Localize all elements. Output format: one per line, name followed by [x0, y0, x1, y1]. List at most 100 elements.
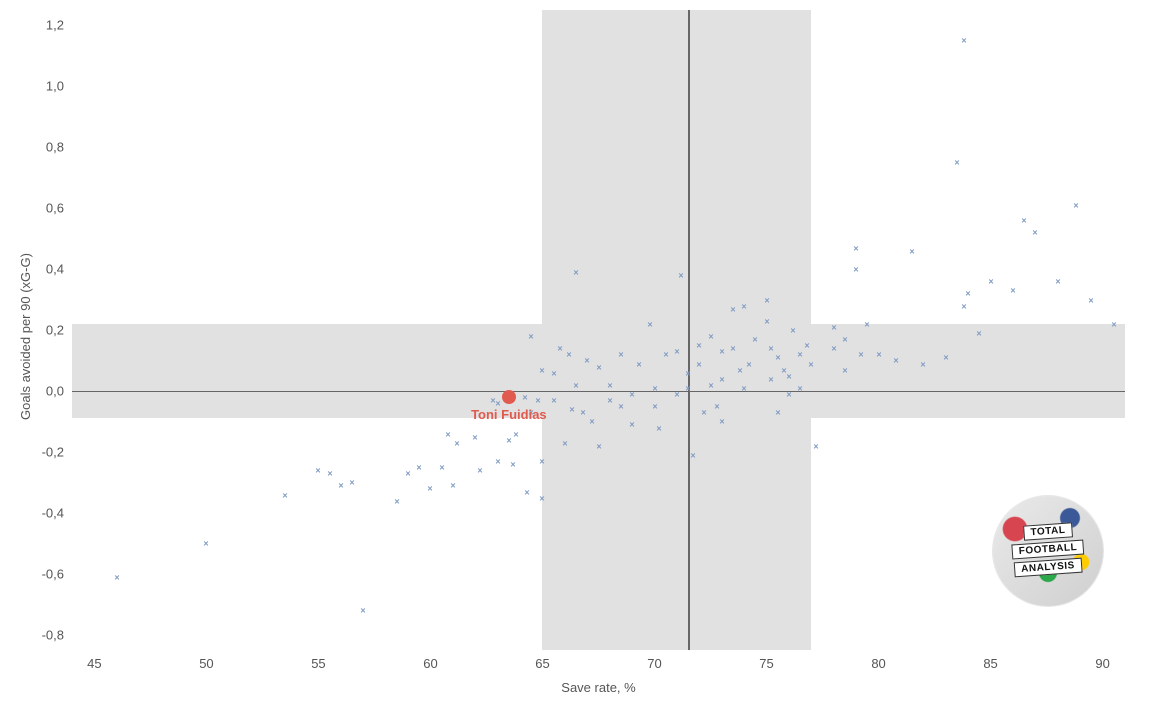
- data-point: [673, 348, 680, 355]
- data-point: [550, 369, 557, 376]
- data-point: [521, 394, 528, 401]
- data-point: [438, 464, 445, 471]
- data-point: [942, 354, 949, 361]
- data-point: [736, 366, 743, 373]
- data-point: [745, 360, 752, 367]
- data-point: [707, 381, 714, 388]
- data-point: [767, 375, 774, 382]
- x-tick-label: 90: [1095, 656, 1109, 671]
- data-point: [1009, 287, 1016, 294]
- highlight-point: [502, 390, 516, 404]
- data-point: [741, 302, 748, 309]
- y-tick-label: -0,8: [42, 627, 64, 642]
- data-point: [393, 497, 400, 504]
- data-point: [741, 384, 748, 391]
- y-tick-label: -0,4: [42, 505, 64, 520]
- data-point: [635, 360, 642, 367]
- x-tick-label: 60: [423, 656, 437, 671]
- data-point: [646, 320, 653, 327]
- data-point: [651, 403, 658, 410]
- data-point: [841, 336, 848, 343]
- y-tick-label: 1,0: [46, 79, 64, 94]
- y-tick-label: 0,2: [46, 323, 64, 338]
- data-point: [965, 290, 972, 297]
- data-point: [797, 351, 804, 358]
- data-point: [595, 363, 602, 370]
- y-tick-label: -0,2: [42, 444, 64, 459]
- highlight-label: Toni Fuidias: [471, 407, 547, 422]
- data-point: [606, 381, 613, 388]
- data-point: [830, 323, 837, 330]
- x-axis-title: Save rate, %: [561, 680, 635, 695]
- x-tick-label: 75: [759, 656, 773, 671]
- x-cross-line: [688, 10, 690, 650]
- data-point: [718, 375, 725, 382]
- data-point: [729, 345, 736, 352]
- x-tick-label: 55: [311, 656, 325, 671]
- data-point: [337, 482, 344, 489]
- data-point: [1110, 320, 1117, 327]
- data-point: [494, 400, 501, 407]
- data-point: [960, 37, 967, 44]
- x-tick-label: 50: [199, 656, 213, 671]
- data-point: [767, 345, 774, 352]
- data-point: [579, 409, 586, 416]
- x-tick-label: 80: [871, 656, 885, 671]
- brand-logo: TOTAL FOOTBALL ANALYSIS: [993, 496, 1103, 606]
- data-point: [774, 354, 781, 361]
- data-point: [629, 390, 636, 397]
- data-point: [617, 351, 624, 358]
- data-point: [803, 342, 810, 349]
- data-point: [588, 418, 595, 425]
- data-point: [629, 421, 636, 428]
- data-point: [785, 372, 792, 379]
- data-point: [689, 451, 696, 458]
- data-point: [595, 442, 602, 449]
- data-point: [573, 269, 580, 276]
- x-tick-label: 85: [983, 656, 997, 671]
- data-point: [707, 333, 714, 340]
- data-point: [326, 470, 333, 477]
- data-point: [987, 278, 994, 285]
- data-point: [700, 409, 707, 416]
- data-point: [494, 458, 501, 465]
- data-point: [785, 390, 792, 397]
- data-point: [673, 390, 680, 397]
- data-point: [797, 384, 804, 391]
- data-point: [857, 351, 864, 358]
- data-point: [534, 397, 541, 404]
- data-point: [953, 159, 960, 166]
- data-point: [729, 305, 736, 312]
- y-tick-label: 1,2: [46, 18, 64, 33]
- x-tick-label: 65: [535, 656, 549, 671]
- data-point: [1054, 278, 1061, 285]
- data-point: [606, 397, 613, 404]
- y-tick-label: 0,0: [46, 383, 64, 398]
- data-point: [550, 397, 557, 404]
- data-point: [617, 403, 624, 410]
- data-point: [685, 384, 692, 391]
- y-tick-label: 0,6: [46, 201, 64, 216]
- scatter-chart: TOTAL FOOTBALL ANALYSIS Toni Fuidias 45 50…: [0, 0, 1151, 701]
- data-point: [685, 369, 692, 376]
- x-tick-label: 45: [87, 656, 101, 671]
- data-point: [812, 442, 819, 449]
- y-axis-title: Goals avoided per 90 (xG-G): [18, 253, 33, 420]
- data-point: [505, 436, 512, 443]
- x-tick-label: 70: [647, 656, 661, 671]
- data-point: [909, 247, 916, 254]
- data-point: [449, 482, 456, 489]
- y-zero-line: [72, 391, 1125, 392]
- data-point: [405, 470, 412, 477]
- data-point: [573, 381, 580, 388]
- data-point: [763, 317, 770, 324]
- data-point: [568, 406, 575, 413]
- data-point: [960, 302, 967, 309]
- data-point: [523, 488, 530, 495]
- data-point: [774, 409, 781, 416]
- y-tick-label: 0,8: [46, 140, 64, 155]
- data-point: [853, 244, 860, 251]
- data-point: [875, 351, 882, 358]
- data-point: [113, 573, 120, 580]
- data-point: [512, 430, 519, 437]
